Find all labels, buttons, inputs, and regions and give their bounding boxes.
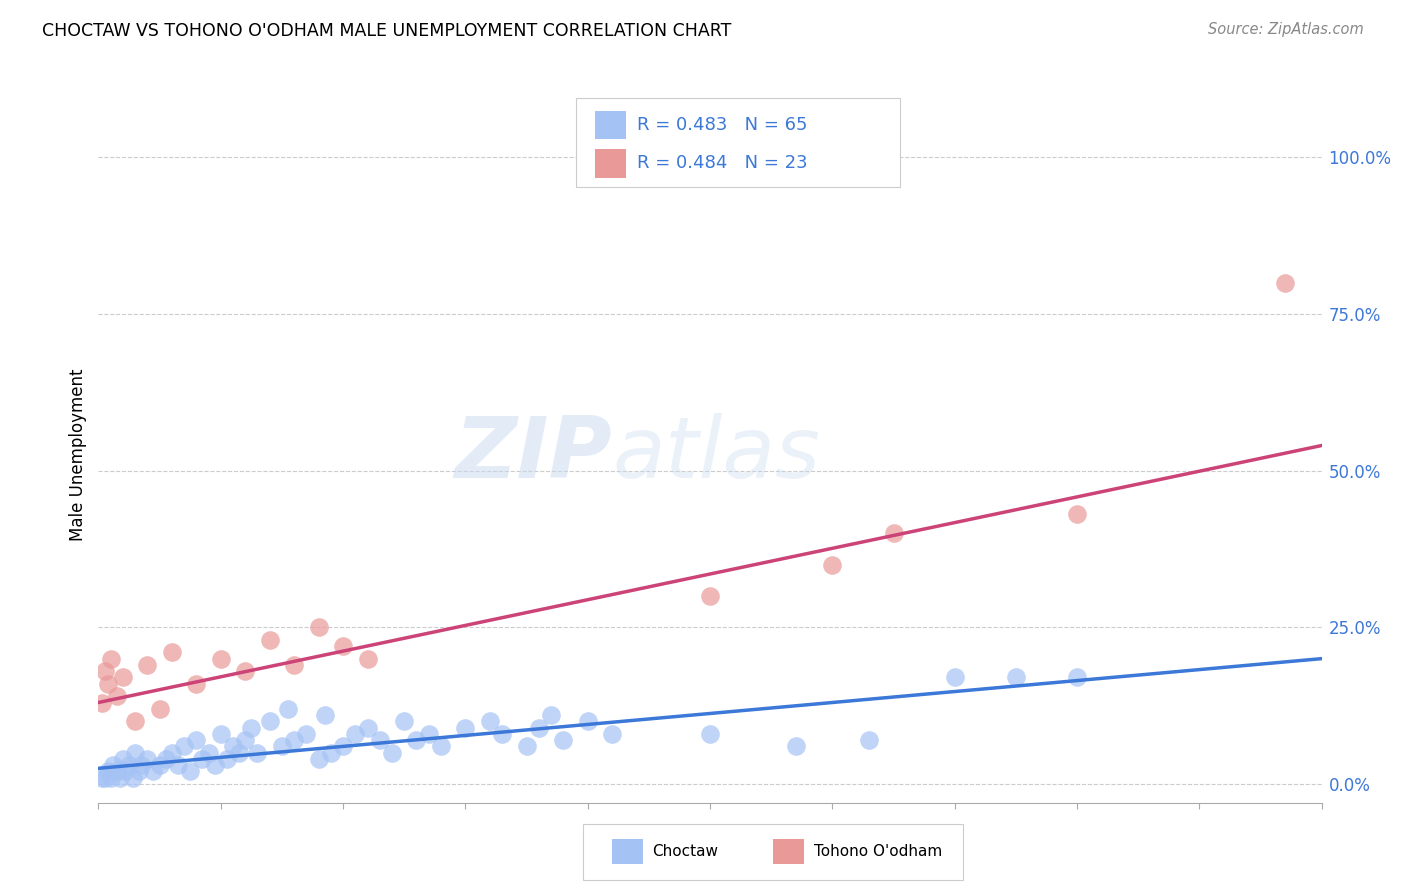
Point [167,758,190,772]
Point [491,727,513,741]
Point [332,739,354,754]
Point [160,645,183,659]
Text: Choctaw: Choctaw [652,845,718,859]
Point [197,746,219,760]
Point [405,733,427,747]
Point [118,758,141,772]
Point [215,752,238,766]
Point [699,589,721,603]
Point [121,771,143,785]
Point [128,764,150,779]
Point [105,764,128,779]
Y-axis label: Male Unemployment: Male Unemployment [69,368,87,541]
Point [943,670,966,684]
Point [173,739,195,754]
Point [1274,276,1296,290]
Point [295,727,318,741]
Point [111,670,134,684]
Point [344,727,367,741]
Point [1004,670,1026,684]
Point [430,739,453,754]
Point [277,702,299,716]
Text: ZIP: ZIP [454,413,612,497]
Text: Tohono O'odham: Tohono O'odham [814,845,942,859]
Point [308,620,330,634]
Point [319,746,342,760]
Point [600,727,623,741]
Point [314,708,336,723]
Point [209,651,232,665]
Point [858,733,880,747]
Point [418,727,440,741]
Point [209,727,232,741]
Point [356,651,378,665]
Text: Source: ZipAtlas.com: Source: ZipAtlas.com [1208,22,1364,37]
Point [228,746,250,760]
Text: R = 0.483   N = 65: R = 0.483 N = 65 [637,116,807,134]
Point [100,651,122,665]
Point [149,702,172,716]
Point [124,746,146,760]
Point [527,721,550,735]
Text: CHOCTAW VS TOHONO O'ODHAM MALE UNEMPLOYMENT CORRELATION CHART: CHOCTAW VS TOHONO O'ODHAM MALE UNEMPLOYM… [42,22,731,40]
Point [222,739,245,754]
Point [785,739,807,754]
Point [129,758,152,772]
Point [136,752,159,766]
Point [553,733,575,747]
Point [540,708,562,723]
Point [576,714,599,729]
Point [356,721,378,735]
Point [110,771,132,785]
Point [114,764,136,779]
Point [160,746,183,760]
Point [883,526,905,541]
Point [332,639,354,653]
Point [111,752,134,766]
Point [100,771,122,785]
Point [1066,670,1088,684]
Point [186,733,208,747]
Point [368,733,391,747]
Point [381,746,404,760]
Point [179,764,201,779]
Point [191,752,214,766]
Point [392,714,416,729]
Point [1066,508,1088,522]
Point [233,733,256,747]
Point [105,690,128,704]
Point [93,664,115,678]
Point [124,714,146,729]
Point [516,739,538,754]
Point [308,752,330,766]
Point [149,758,172,772]
Point [283,657,305,672]
Point [246,746,269,760]
Text: R = 0.484   N = 23: R = 0.484 N = 23 [637,154,807,172]
Point [142,764,165,779]
Point [283,733,305,747]
Point [240,721,263,735]
Point [91,771,114,785]
Point [454,721,477,735]
Point [204,758,226,772]
Point [233,664,256,678]
Point [186,676,208,690]
Point [136,657,159,672]
Point [478,714,501,729]
Point [259,714,281,729]
Point [91,696,114,710]
Text: atlas: atlas [612,413,820,497]
Point [821,558,844,572]
Point [97,676,120,690]
Point [93,771,115,785]
Point [101,758,124,772]
Point [699,727,721,741]
Point [259,632,281,647]
Point [155,752,177,766]
Point [97,764,120,779]
Point [270,739,294,754]
